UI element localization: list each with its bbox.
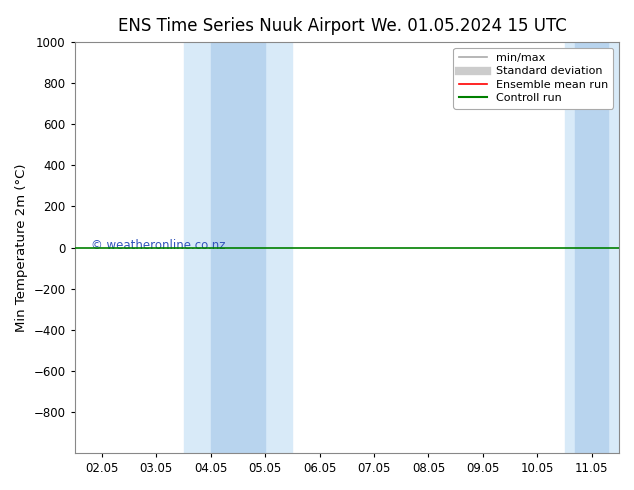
Text: ENS Time Series Nuuk Airport: ENS Time Series Nuuk Airport [118,17,364,35]
Bar [564,42,619,453]
Bar [576,42,608,453]
Text: We. 01.05.2024 15 UTC: We. 01.05.2024 15 UTC [372,17,567,35]
Bar [210,42,265,453]
Text: © weatheronline.co.nz: © weatheronline.co.nz [91,239,226,252]
Legend: min/max, Standard deviation, Ensemble mean run, Controll run: min/max, Standard deviation, Ensemble me… [453,48,614,109]
Y-axis label: Min Temperature 2m (°C): Min Temperature 2m (°C) [15,163,28,332]
Bar [184,42,292,453]
